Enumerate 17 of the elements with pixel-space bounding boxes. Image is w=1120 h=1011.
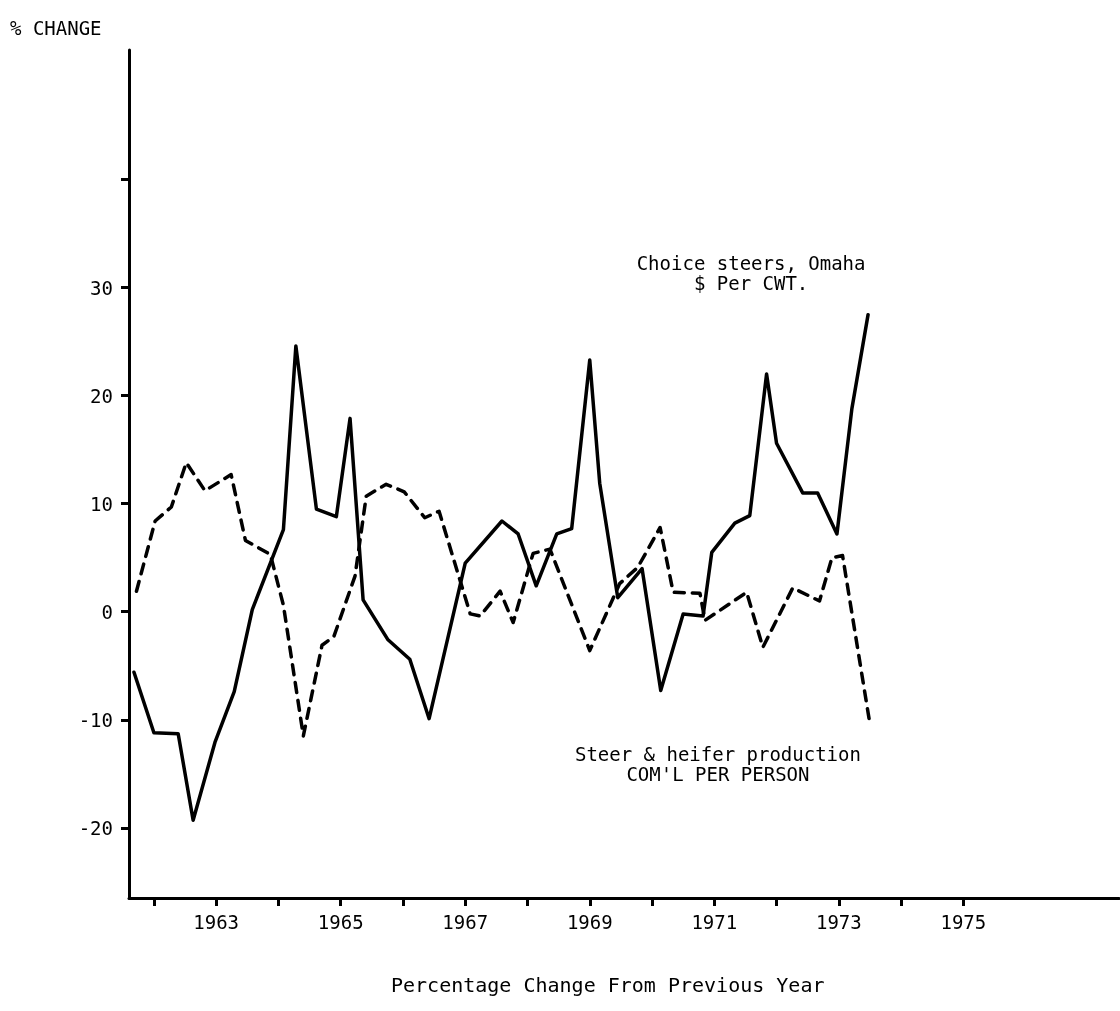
x-tick-label: 1963 <box>193 910 240 933</box>
y-tick-label: -10 <box>78 708 113 731</box>
y-tick-label: 20 <box>90 384 113 407</box>
x-tick-label: 1971 <box>691 910 738 933</box>
y-tick-label: 0 <box>101 600 113 623</box>
x-tick-label: 1969 <box>566 910 613 933</box>
y-tick-label: -20 <box>78 816 113 839</box>
x-tick-label: 1967 <box>442 910 489 933</box>
series-label: Steer & heifer production COM'L PER PERSON <box>574 743 861 786</box>
y-axis-title: % CHANGE <box>10 16 102 39</box>
y-tick-label: 10 <box>90 492 113 515</box>
y-tick-label: 30 <box>90 276 113 299</box>
x-tick-label: 1973 <box>815 910 862 933</box>
x-axis-title: Percentage Change From Previous Year <box>391 973 825 997</box>
x-tick-label: 1965 <box>317 910 364 933</box>
x-tick-label: 1975 <box>940 910 987 933</box>
series-label: Choice steers, Omaha $ Per CWT. <box>636 251 866 294</box>
